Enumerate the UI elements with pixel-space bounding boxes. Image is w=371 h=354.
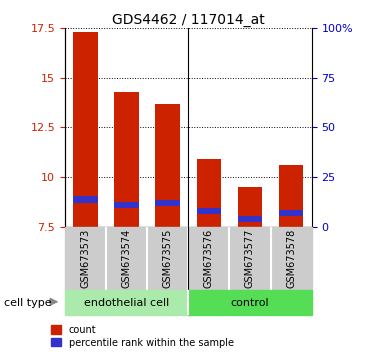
- Text: GSM673576: GSM673576: [204, 229, 214, 288]
- Bar: [279, 210, 303, 216]
- Title: GDS4462 / 117014_at: GDS4462 / 117014_at: [112, 13, 265, 27]
- Bar: [114, 202, 139, 208]
- Bar: [279, 165, 303, 227]
- Text: GSM673574: GSM673574: [122, 229, 132, 288]
- Text: GSM673573: GSM673573: [81, 229, 91, 288]
- Bar: [147, 227, 188, 290]
- Bar: [270, 227, 312, 290]
- Bar: [65, 227, 106, 290]
- Bar: [197, 208, 221, 214]
- Text: GSM673575: GSM673575: [163, 229, 173, 288]
- Legend: count, percentile rank within the sample: count, percentile rank within the sample: [51, 325, 234, 348]
- Text: GSM673578: GSM673578: [286, 229, 296, 288]
- Bar: [73, 196, 98, 203]
- Bar: [188, 290, 312, 315]
- Text: control: control: [231, 298, 269, 308]
- Text: endothelial cell: endothelial cell: [84, 298, 169, 308]
- Bar: [155, 104, 180, 227]
- Text: cell type: cell type: [4, 298, 51, 308]
- Bar: [188, 227, 229, 290]
- Bar: [197, 159, 221, 227]
- Bar: [106, 227, 147, 290]
- Bar: [229, 227, 270, 290]
- Bar: [238, 187, 262, 227]
- Text: GSM673577: GSM673577: [245, 229, 255, 288]
- Bar: [65, 290, 188, 315]
- Bar: [73, 32, 98, 227]
- Bar: [114, 92, 139, 227]
- Bar: [238, 216, 262, 222]
- Bar: [155, 200, 180, 206]
